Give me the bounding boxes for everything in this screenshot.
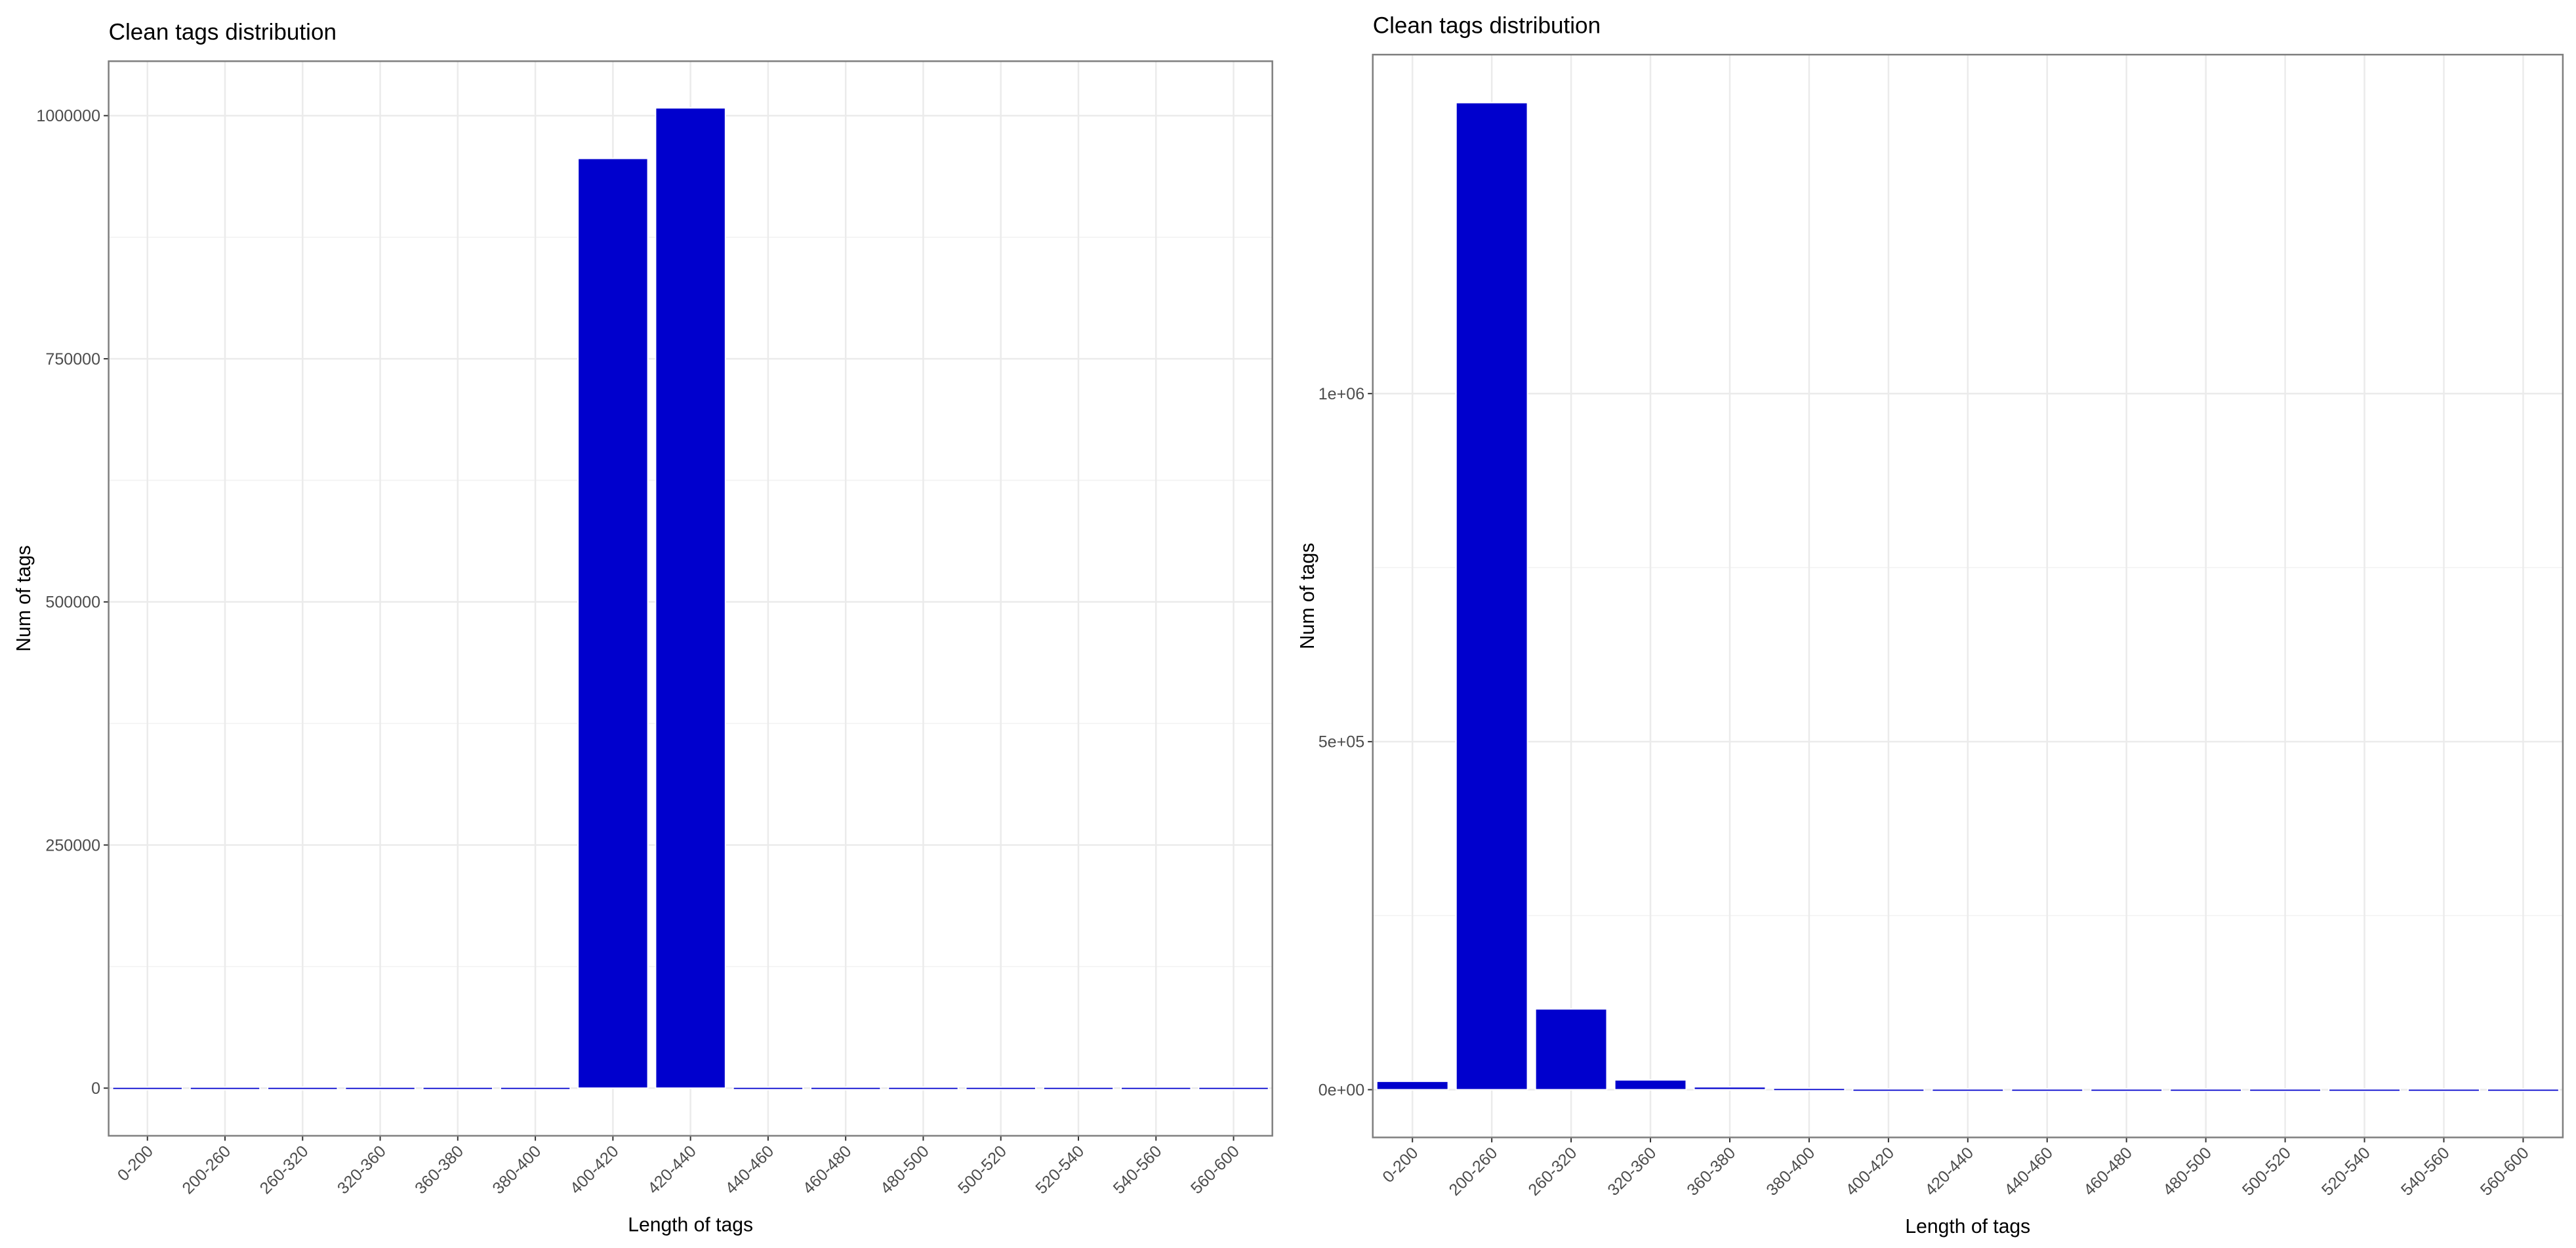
bar <box>344 1086 416 1091</box>
x-tick-label: 500-520 <box>2239 1144 2295 1199</box>
x-tick-label: 560-600 <box>2477 1144 2533 1199</box>
bar <box>1198 1086 1269 1091</box>
x-tick-label: 320-360 <box>334 1142 390 1198</box>
bar <box>1534 1008 1608 1091</box>
bar <box>112 1086 183 1091</box>
bar <box>1693 1086 1767 1091</box>
x-tick-label: 540-560 <box>2398 1144 2453 1199</box>
bar <box>2011 1088 2084 1093</box>
x-tick-label: 420-440 <box>1921 1144 1977 1199</box>
bar <box>2328 1088 2401 1093</box>
x-tick-label: 0-200 <box>1379 1144 1421 1186</box>
bar <box>1772 1087 1846 1092</box>
x-tick-label: 460-480 <box>800 1142 855 1198</box>
bar <box>422 1086 494 1091</box>
chart-title: Clean tags distribution <box>1373 13 1601 39</box>
chart-title: Clean tags distribution <box>109 20 337 45</box>
x-tick-label: 460-480 <box>2080 1144 2136 1199</box>
bar <box>1042 1086 1114 1091</box>
bar <box>965 1086 1036 1091</box>
x-tick-label: 380-400 <box>489 1142 544 1198</box>
y-tick-label: 750000 <box>45 350 100 369</box>
x-tick-label: 500-520 <box>954 1142 1010 1198</box>
x-tick-label: 200-260 <box>1446 1144 1502 1199</box>
bar <box>2169 1088 2243 1093</box>
x-tick-label: 360-380 <box>411 1142 467 1198</box>
x-tick-label: 360-380 <box>1683 1144 1739 1199</box>
y-tick-label: 0 <box>91 1079 100 1098</box>
bar <box>809 1086 882 1091</box>
y-tick-label: 500000 <box>45 594 100 612</box>
bar <box>267 1086 338 1091</box>
bar <box>1614 1079 1687 1091</box>
x-tick-label: 260-320 <box>256 1142 312 1198</box>
bar <box>577 157 649 1089</box>
bar <box>1120 1086 1192 1091</box>
bar <box>2407 1088 2480 1093</box>
x-tick-label: 560-600 <box>1187 1142 1243 1198</box>
y-tick-label: 1e+06 <box>1319 385 1364 403</box>
bar <box>2090 1088 2163 1093</box>
x-tick-label: 480-500 <box>2159 1144 2215 1199</box>
bar <box>2487 1088 2560 1093</box>
x-axis-title: Length of tags <box>628 1214 753 1236</box>
bar <box>499 1086 571 1091</box>
x-tick-label: 400-420 <box>1842 1144 1898 1199</box>
y-tick-label: 0e+00 <box>1319 1081 1364 1099</box>
bar <box>1931 1088 2005 1093</box>
bar <box>1455 102 1528 1091</box>
panel-border <box>1372 54 2564 1138</box>
x-axis-title: Length of tags <box>1905 1216 2030 1238</box>
bar <box>2249 1088 2322 1093</box>
x-tick-label: 0-200 <box>114 1142 157 1184</box>
x-tick-label: 400-420 <box>567 1142 623 1198</box>
panel-border <box>108 60 1273 1137</box>
x-tick-label: 320-360 <box>1604 1144 1660 1199</box>
x-tick-label: 420-440 <box>644 1142 700 1198</box>
bar <box>1852 1088 1925 1093</box>
bar <box>1376 1080 1449 1091</box>
x-tick-label: 520-540 <box>1032 1142 1088 1198</box>
x-tick-label: 440-460 <box>722 1142 777 1198</box>
bar <box>888 1086 959 1091</box>
bar <box>189 1086 261 1091</box>
bar <box>732 1086 804 1091</box>
x-tick-label: 380-400 <box>1763 1144 1818 1199</box>
y-axis-title: Num of tags <box>1297 543 1319 649</box>
x-tick-label: 440-460 <box>2001 1144 2056 1199</box>
x-tick-label: 540-560 <box>1110 1142 1166 1198</box>
y-tick-label: 250000 <box>45 836 100 855</box>
y-tick-label: 5e+05 <box>1319 733 1364 752</box>
y-axis-title: Num of tags <box>13 545 35 651</box>
x-tick-label: 200-260 <box>178 1142 234 1198</box>
x-tick-label: 480-500 <box>877 1142 933 1198</box>
x-tick-label: 260-320 <box>1524 1144 1580 1199</box>
x-tick-label: 520-540 <box>2318 1144 2374 1199</box>
bar <box>655 107 726 1089</box>
y-tick-label: 1000000 <box>36 107 100 125</box>
